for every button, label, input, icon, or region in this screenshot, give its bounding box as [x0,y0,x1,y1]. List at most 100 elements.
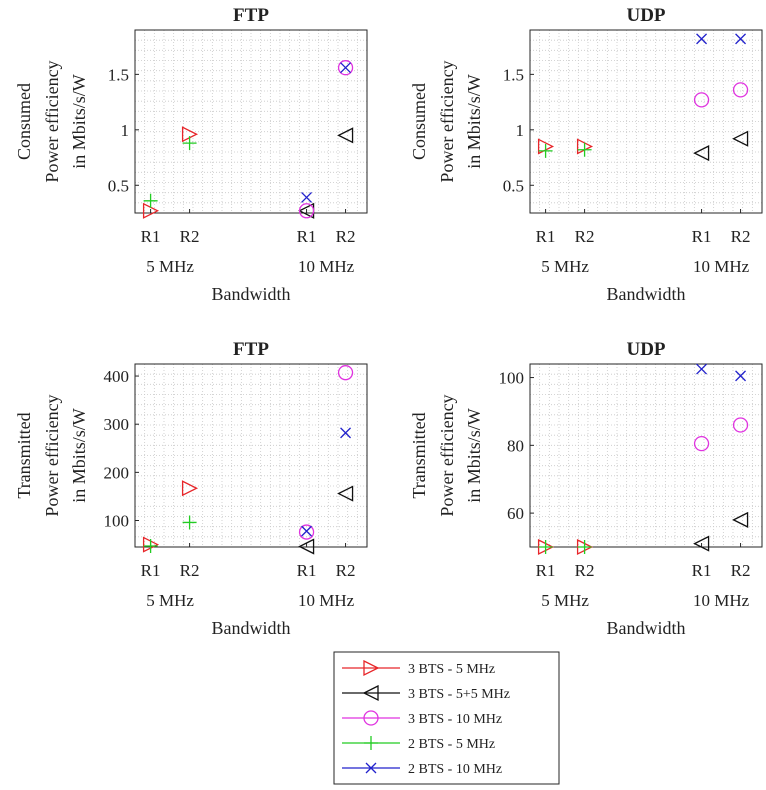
y-axis-label: Consumed [409,83,429,160]
data-point [298,203,315,219]
legend-marker [364,736,378,750]
y-tick-label: 100 [499,369,525,388]
data-point [298,538,315,555]
x-tick-label: R2 [336,227,356,246]
data-point [732,130,749,147]
data-point [538,143,553,158]
data-point [696,33,708,45]
x-tick-label: R2 [575,227,595,246]
data-point [693,145,710,162]
y-tick-label: 200 [104,463,130,482]
data-point [298,524,315,540]
legend-entry: 3 BTS - 5+5 MHz [342,684,510,702]
x-axis-label: Bandwidth [607,618,686,638]
y-axis-label: in Mbits/s/W [464,74,484,169]
data-point [538,540,553,554]
x-tick-label: R1 [692,561,712,580]
y-tick-label: 60 [507,504,524,523]
y-tick-label: 1.5 [503,65,524,84]
x-group-label: 5 MHz [541,591,589,610]
data-point [340,62,352,74]
axes-box [134,29,368,214]
data-point [735,33,747,45]
y-tick-label: 0.5 [503,176,524,195]
y-axis-label: Transmitted [14,412,34,498]
data-point [577,540,592,554]
y-axis-label: in Mbits/s/W [69,74,89,169]
data-point [735,370,747,382]
x-axis-label: Bandwidth [607,284,686,304]
chart-title: FTP [233,5,269,26]
x-axis-label: Bandwidth [212,284,291,304]
legend-marker [365,762,377,774]
legend: 3 BTS - 5 MHz 3 BTS - 5+5 MHz 3 BTS - 10 M… [333,651,560,785]
legend-marker [362,684,379,702]
data-point [337,60,354,76]
x-tick-label: R2 [731,227,751,246]
x-tick-label: R1 [297,561,317,580]
y-tick-label: 80 [507,436,524,455]
x-group-label: 5 MHz [541,257,589,276]
x-group-label: 5 MHz [146,591,194,610]
data-point [696,363,708,375]
panel-3: 100 200 300 400 R1 R2 R1 R2 5 MHz 10 MHz Bandwidth… [14,339,368,638]
panel-4: 60 80 100 R1 R2 R1 R2 5 MHz 10 MHz Bandwidth UDP Tr… [409,339,763,638]
legend-entry: 2 BTS - 10 MHz [342,762,502,777]
x-group-label: 5 MHz [146,257,194,276]
data-point [337,127,354,144]
data-point [693,535,710,552]
x-tick-label: R1 [536,227,556,246]
grid [135,364,367,547]
y-tick-label: 1 [121,121,130,140]
legend-label: 2 BTS - 5 MHz [408,737,495,752]
data-point [693,92,710,108]
legend-entry: 3 BTS - 5 MHz [342,659,495,677]
x-tick-label: R2 [180,561,200,580]
x-tick-label: R2 [731,561,751,580]
data-point [732,82,749,98]
data-point [301,192,313,203]
data-point [182,515,197,530]
x-tick-label: R1 [297,227,317,246]
chart-title: FTP [233,339,269,360]
y-axis-label: Consumed [14,83,34,160]
y-tick-label: 100 [104,512,130,531]
y-tick-label: 0.5 [108,176,129,195]
data-point [337,365,354,381]
y-tick-label: 1.5 [108,65,129,84]
y-axis-label: Power efficiency [437,60,457,182]
legend-entry: 3 BTS - 10 MHz [342,710,502,727]
y-tick-label: 400 [104,367,130,386]
x-axis-label: Bandwidth [212,618,291,638]
legend-label: 2 BTS - 10 MHz [408,762,502,777]
y-axis-label: Power efficiency [42,394,62,516]
legend-entry: 2 BTS - 5 MHz [342,736,495,752]
data-point [693,435,710,452]
axes-box [134,363,368,548]
x-tick-label: R2 [180,227,200,246]
x-group-label: 10 MHz [298,591,355,610]
data-point [340,427,352,439]
y-tick-label: 300 [104,415,130,434]
legend-label: 3 BTS - 10 MHz [408,712,502,727]
x-group-label: 10 MHz [693,591,750,610]
y-axis-label: Power efficiency [42,60,62,182]
chart-title: UDP [626,339,665,360]
panel-2: 0.5 1 1.5 R1 R2 R1 R2 5 MHz 10 MHz Bandwidth UDP Co… [409,5,763,304]
x-group-label: 10 MHz [693,257,750,276]
data-point [143,539,158,554]
data-point [732,511,749,528]
x-tick-label: R1 [141,561,161,580]
x-tick-label: R2 [336,561,356,580]
legend-marker [363,710,379,726]
y-axis-label: in Mbits/s/W [69,408,89,503]
axes-box [529,29,763,214]
x-tick-label: R1 [536,561,556,580]
data-point [181,480,199,497]
x-tick-label: R1 [141,227,161,246]
grid [530,30,762,213]
data-point [337,485,354,502]
panel-1: 0.5 1 1.5 R1 R2 R1 R2 5 MHz 10 MHz Bandwidth FTP Co… [14,5,368,304]
x-tick-label: R2 [575,561,595,580]
